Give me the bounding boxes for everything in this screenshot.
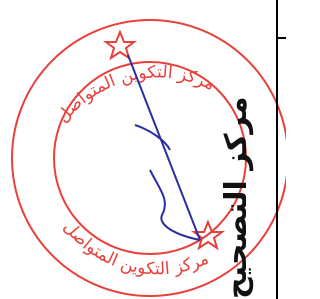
handwritten-text: مركز التصحيح — [219, 96, 254, 299]
stamp-scan: مركز التكوين المتواصل مركز التكوين المتو… — [0, 0, 286, 299]
